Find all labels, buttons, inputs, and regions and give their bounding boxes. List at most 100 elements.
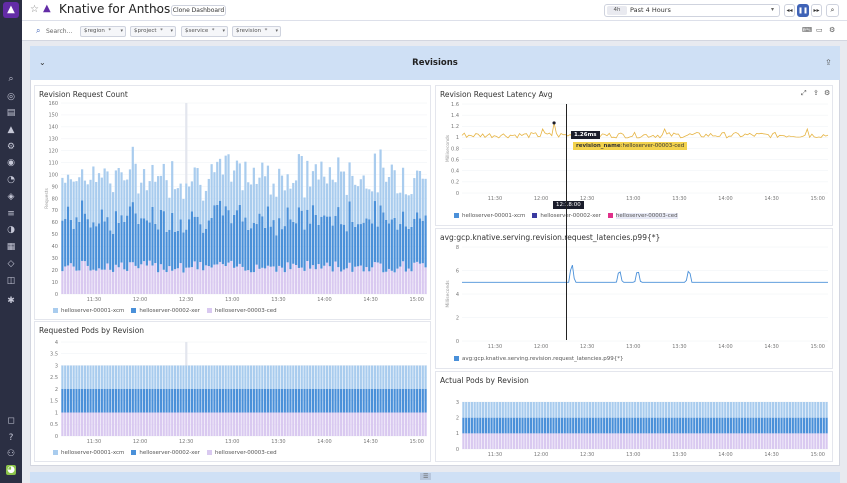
bar-segment bbox=[86, 365, 89, 389]
avatar[interactable]: ◕ bbox=[6, 465, 16, 475]
zoom-icon[interactable]: ⌕ bbox=[826, 4, 839, 17]
bar-segment bbox=[92, 222, 95, 270]
tv-mode-icon[interactable]: ▭ bbox=[816, 26, 823, 34]
bar-segment bbox=[176, 389, 179, 413]
bar-segment bbox=[413, 365, 416, 389]
keyboard-icon[interactable]: ⌨ bbox=[802, 26, 813, 34]
star-icon[interactable]: ☆ bbox=[30, 4, 39, 15]
security-icon[interactable]: ◑ bbox=[7, 225, 15, 235]
binoculars-icon[interactable]: ◎ bbox=[7, 92, 15, 102]
widget-latency-avg[interactable]: Revision Request Latency Avg ⤢ ⇪ ⚙ 0 0.2 0… bbox=[435, 85, 833, 226]
help-icon[interactable]: ? bbox=[8, 433, 14, 443]
rum-icon[interactable]: ◇ bbox=[7, 259, 15, 269]
bar-segment bbox=[72, 228, 75, 267]
x-tick-label: 12:00 bbox=[534, 452, 548, 458]
chevron-down-icon[interactable]: ⌄ bbox=[154, 5, 160, 13]
bar-segment bbox=[695, 417, 699, 434]
bar-segment bbox=[334, 389, 337, 413]
bar-segment bbox=[204, 412, 208, 436]
variable-region[interactable]: $region * ▾ bbox=[80, 26, 126, 37]
dashboards-icon[interactable]: ▤ bbox=[6, 108, 16, 118]
expand-icon[interactable]: ⤢ bbox=[801, 89, 807, 97]
bar-segment bbox=[594, 402, 597, 418]
time-range-select[interactable] bbox=[604, 4, 780, 17]
bar-segment bbox=[800, 417, 803, 434]
bar-segment bbox=[100, 209, 103, 270]
gear-icon[interactable]: ⚙ bbox=[824, 89, 831, 97]
search-icon[interactable]: ⌕ bbox=[8, 74, 14, 84]
variable-project[interactable]: $project * ▾ bbox=[130, 26, 176, 37]
bar-segment bbox=[221, 412, 224, 436]
team-icon[interactable]: ⚇ bbox=[6, 449, 16, 459]
synthetics-icon[interactable]: ◔ bbox=[7, 175, 15, 185]
pause-button[interactable]: ❚❚ bbox=[797, 4, 809, 17]
bar-segment bbox=[549, 433, 552, 449]
variable-service[interactable]: $service * ▾ bbox=[181, 26, 228, 37]
notebook-icon[interactable]: ▦ bbox=[6, 242, 16, 252]
bar-segment bbox=[196, 365, 199, 389]
bar-segment bbox=[498, 417, 502, 434]
bar-segment bbox=[69, 389, 72, 413]
bar-segment bbox=[328, 216, 331, 267]
chevron-down-icon[interactable]: ⌄ bbox=[39, 58, 46, 67]
logo-icon[interactable]: ▲ bbox=[3, 2, 19, 18]
bar-segment bbox=[611, 417, 614, 434]
infrastructure-icon[interactable]: ◈ bbox=[7, 192, 15, 202]
bar-segment bbox=[698, 402, 702, 418]
bar-segment bbox=[797, 417, 800, 434]
bar-segment bbox=[151, 365, 154, 389]
page-title[interactable]: Knative for Anthos bbox=[59, 2, 171, 16]
search-input[interactable]: Search... bbox=[46, 28, 73, 35]
bar-segment bbox=[370, 191, 374, 224]
bar-segment bbox=[142, 261, 146, 294]
group-header[interactable] bbox=[30, 46, 840, 80]
bar-segment bbox=[137, 268, 140, 294]
bar-segment bbox=[462, 402, 465, 418]
bar-segment bbox=[416, 389, 419, 413]
bar-segment bbox=[120, 365, 123, 389]
integrations-icon[interactable]: ⚙ bbox=[6, 142, 16, 152]
bar-segment bbox=[465, 402, 468, 418]
next-group-header[interactable] bbox=[30, 472, 840, 483]
bar-segment bbox=[410, 365, 413, 389]
bar-segment bbox=[368, 219, 371, 272]
widget-requested-pods[interactable]: Requested Pods by Revision 0 0.5 1 1.5 2 2.5 3… bbox=[34, 321, 431, 462]
ci-icon[interactable]: ◫ bbox=[6, 276, 16, 286]
bar-segment bbox=[173, 412, 177, 436]
bar-segment bbox=[317, 412, 320, 436]
chat-icon[interactable]: ◻ bbox=[7, 416, 15, 426]
bar-segment bbox=[735, 402, 738, 418]
widget-actual-pods[interactable]: Actual Pods by Revision 0 1 2 3 11:30 12:00 12… bbox=[435, 371, 833, 462]
bar-segment bbox=[501, 417, 504, 434]
bar-segment bbox=[309, 268, 312, 294]
share-icon[interactable]: ⇪ bbox=[825, 58, 832, 67]
clone-dashboard-button[interactable]: Clone Dashboard bbox=[171, 5, 226, 16]
bar-segment bbox=[311, 389, 315, 413]
widget-p99-latency[interactable]: avg:gcp.knative.serving.revision.request… bbox=[435, 228, 833, 369]
bar-segment bbox=[580, 433, 583, 449]
dashboard-type-icon: ▲ bbox=[43, 3, 51, 14]
bar-segment bbox=[289, 269, 292, 294]
bar-segment bbox=[410, 412, 413, 436]
monitors-icon[interactable]: ▲ bbox=[7, 125, 15, 135]
y-axis-label: Requests bbox=[44, 188, 50, 209]
rewind-button[interactable]: ◂◂ bbox=[784, 4, 795, 17]
bar-segment bbox=[323, 265, 326, 294]
bar-segment bbox=[216, 389, 219, 413]
variable-revision[interactable]: $revision * ▾ bbox=[232, 26, 281, 37]
bar-segment bbox=[572, 417, 575, 434]
bar-segment bbox=[193, 389, 196, 413]
logs-icon[interactable]: ≡ bbox=[7, 209, 15, 219]
bar-segment bbox=[210, 389, 213, 413]
settings-gear-icon[interactable]: ⚙ bbox=[829, 26, 836, 34]
apm-icon[interactable]: ◉ bbox=[7, 158, 15, 168]
collapse-handle-icon[interactable]: ☰ bbox=[420, 473, 432, 480]
widget-revision-request-count[interactable]: Revision Request Count 0 10 20 30 40 50 60 70 80… bbox=[34, 85, 431, 320]
legend-label: helloserver-00001-xcm bbox=[61, 308, 125, 314]
export-icon[interactable]: ⇪ bbox=[813, 89, 819, 97]
bar-segment bbox=[387, 223, 391, 269]
forward-button[interactable]: ▸▸ bbox=[811, 4, 822, 17]
bar-segment bbox=[376, 365, 379, 389]
x-tick-label: 11:30 bbox=[87, 297, 101, 303]
star-icon[interactable]: ✱ bbox=[7, 296, 15, 306]
